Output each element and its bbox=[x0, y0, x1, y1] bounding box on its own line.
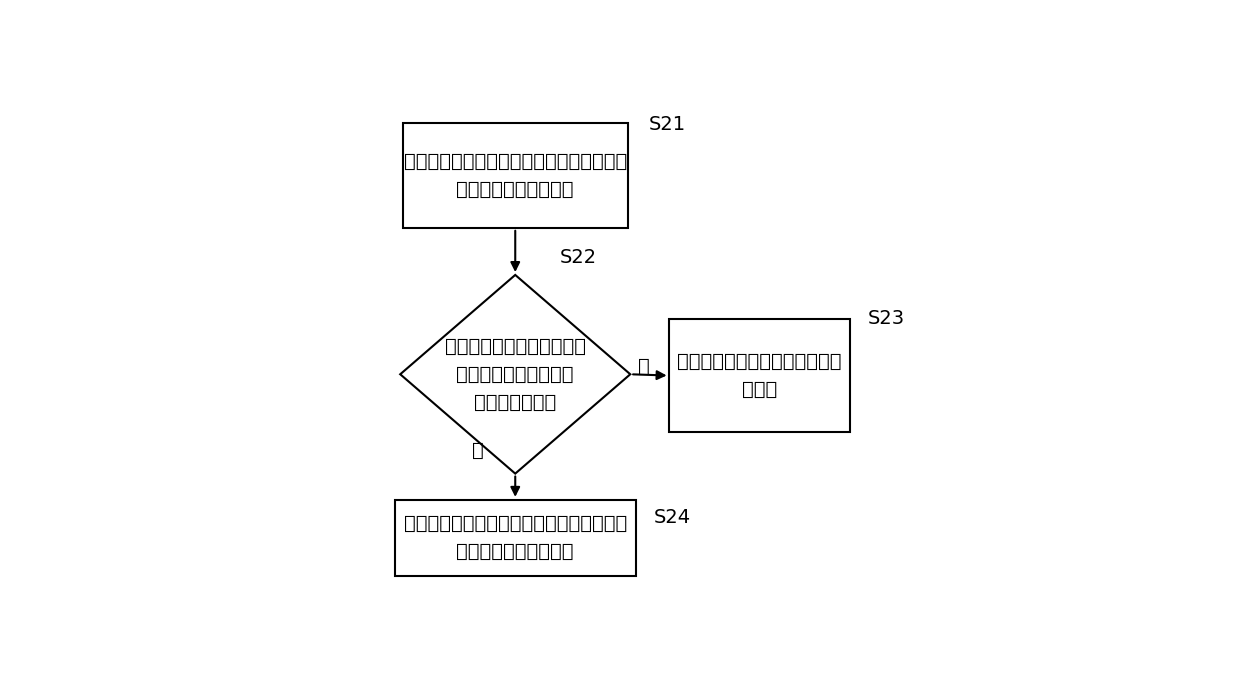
Text: S22: S22 bbox=[559, 248, 596, 267]
FancyBboxPatch shape bbox=[396, 500, 635, 576]
Text: 设置所述触发事件所对应的选项卡层级的下
级选项卡列表和其颜色: 设置所述触发事件所对应的选项卡层级的下 级选项卡列表和其颜色 bbox=[404, 514, 627, 561]
Text: S21: S21 bbox=[649, 115, 686, 134]
Polygon shape bbox=[401, 275, 630, 474]
FancyBboxPatch shape bbox=[403, 124, 627, 228]
FancyBboxPatch shape bbox=[670, 319, 849, 432]
Text: S23: S23 bbox=[868, 309, 905, 328]
Text: 是: 是 bbox=[639, 357, 650, 376]
Text: 对获取到的触发事件进行分析，获得所述触
发事件对应的属性信息: 对获取到的触发事件进行分析，获得所述触 发事件对应的属性信息 bbox=[404, 152, 627, 199]
Text: 判断所述触发事件所对应的
选项卡层级是否为所述
选项卡的最底层: 判断所述触发事件所对应的 选项卡层级是否为所述 选项卡的最底层 bbox=[445, 337, 585, 411]
Text: S24: S24 bbox=[653, 508, 691, 527]
Text: 根据所述触发事件显示对应的内
容信息: 根据所述触发事件显示对应的内 容信息 bbox=[677, 352, 842, 399]
Text: 否: 否 bbox=[472, 441, 484, 460]
